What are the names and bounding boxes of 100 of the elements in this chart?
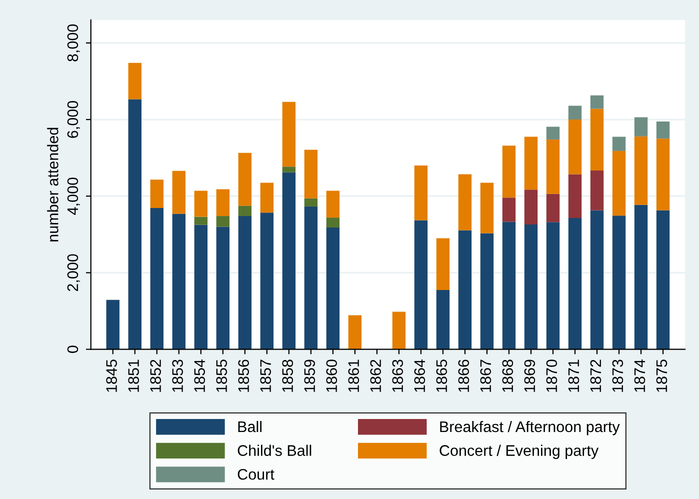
bar	[546, 194, 560, 222]
x-tick-label: 1858	[282, 360, 294, 392]
bar	[568, 106, 582, 120]
bar	[150, 208, 164, 350]
bar	[458, 174, 472, 230]
bar	[590, 170, 604, 210]
x-tick-label: 1870	[546, 360, 558, 392]
x-tick-label: 1868	[502, 360, 514, 392]
bar	[326, 218, 340, 228]
x-tick-label: 1856	[238, 360, 250, 392]
bar	[194, 224, 208, 350]
legend-label: Child's Ball	[238, 444, 312, 456]
x-tick-label: 1866	[458, 360, 470, 392]
bar	[590, 108, 604, 170]
x-tick-label: 1851	[128, 360, 139, 392]
bar	[458, 230, 472, 350]
bar	[282, 172, 296, 350]
y-tick-label: 6,000	[67, 101, 80, 138]
bar	[238, 152, 252, 206]
y-tick-label: 0	[67, 346, 78, 353]
bar	[590, 210, 604, 350]
bar	[304, 198, 318, 206]
bar	[282, 166, 296, 172]
x-tick-label: 1869	[524, 360, 536, 392]
bar	[216, 226, 230, 350]
x-tick-label: 1845	[106, 360, 117, 392]
x-tick-label: 1872	[590, 360, 602, 392]
bar	[304, 150, 318, 198]
x-tick-label: 1862	[370, 360, 382, 392]
bar	[128, 99, 142, 350]
bar	[656, 121, 670, 139]
bar	[238, 206, 252, 216]
bar	[546, 126, 560, 140]
bar	[546, 222, 560, 350]
bar	[414, 220, 428, 350]
bar	[172, 170, 186, 214]
bar	[502, 222, 516, 350]
bar	[568, 218, 582, 350]
bar	[348, 315, 362, 350]
bar	[524, 224, 538, 350]
bar	[216, 216, 230, 227]
bar	[304, 206, 318, 350]
bar	[502, 198, 516, 222]
x-tick-label: 1863	[392, 360, 404, 392]
bar	[590, 95, 604, 109]
bar	[392, 312, 406, 350]
bar	[656, 138, 670, 210]
bar	[194, 216, 208, 225]
x-tick-label: 1861	[348, 360, 360, 392]
bar	[150, 180, 164, 208]
bar	[326, 228, 340, 350]
bar	[172, 214, 186, 350]
legend-label: Ball	[238, 420, 262, 432]
legend-label: Court	[238, 468, 274, 480]
bar	[634, 204, 648, 350]
bar	[216, 189, 230, 216]
bar	[436, 238, 450, 290]
bar	[612, 216, 626, 350]
bar	[414, 165, 428, 220]
y-axis-title: number attended	[47, 128, 58, 242]
bar	[524, 190, 538, 224]
x-tick-label: 1857	[260, 360, 272, 392]
bar	[326, 190, 340, 218]
x-tick-label: 1865	[436, 360, 448, 392]
y-tick-label: 2,000	[67, 254, 80, 292]
x-tick-label: 1853	[172, 360, 183, 392]
x-tick-label: 1864	[414, 359, 426, 392]
x-tick-label: 1874	[634, 359, 646, 392]
x-tick-label: 1871	[568, 360, 580, 392]
legend-label: Concert / Evening party	[440, 444, 599, 459]
bar	[436, 290, 450, 350]
bar	[480, 182, 494, 234]
x-tick-label: 1867	[480, 360, 492, 392]
x-tick-label: 1860	[326, 360, 338, 392]
bar	[612, 136, 626, 151]
bar	[634, 136, 648, 205]
y-tick-label: 8,000	[67, 24, 80, 62]
bar	[546, 139, 560, 194]
x-tick-label: 1873	[612, 360, 624, 392]
bar	[128, 62, 142, 100]
bar	[260, 182, 274, 213]
x-tick-label: 1854	[194, 359, 205, 392]
x-tick-label: 1859	[304, 360, 316, 392]
bar	[524, 136, 538, 190]
bar	[612, 150, 626, 216]
bar	[568, 120, 582, 174]
bar	[194, 190, 208, 217]
bar	[238, 216, 252, 350]
x-tick-label: 1852	[150, 360, 161, 392]
bar	[634, 117, 648, 136]
bar	[656, 210, 670, 350]
y-tick-label: 4,000	[67, 178, 80, 215]
bar	[480, 233, 494, 350]
x-tick-label: 1875	[656, 360, 668, 392]
x-tick-label: 1855	[216, 360, 228, 392]
bar	[106, 300, 120, 350]
legend-label: Breakfast / Afternoon party	[440, 420, 620, 436]
bar	[502, 146, 516, 198]
bar	[568, 174, 582, 218]
bar	[260, 212, 274, 350]
